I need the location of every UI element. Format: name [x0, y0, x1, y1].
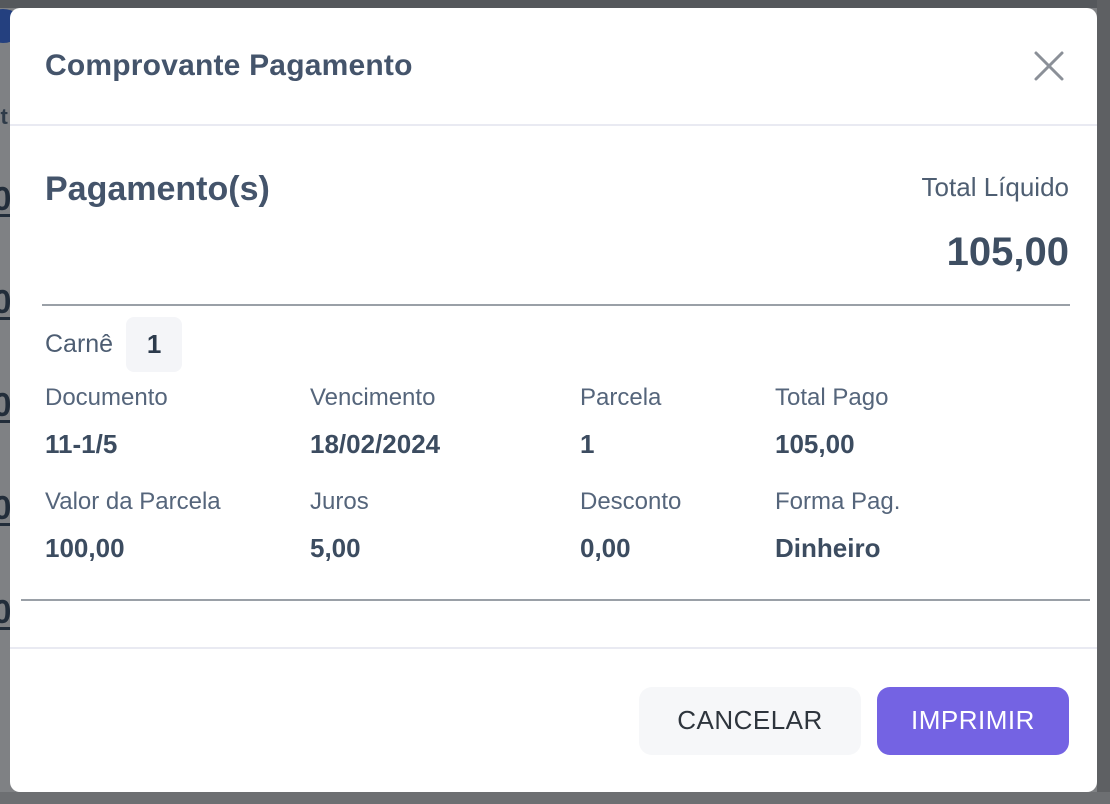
field-value: 11-1/5	[45, 429, 118, 459]
backdrop-top-strip	[0, 0, 1110, 8]
dialog-header: Comprovante Pagamento	[10, 8, 1097, 126]
background-number-fragment: 0	[0, 180, 12, 217]
background-text-fragment: nt	[0, 104, 8, 129]
dialog-footer: CANCELAR IMPRIMIR	[10, 647, 1097, 792]
background-number-fragment: 0	[0, 489, 12, 526]
field-label: Total Pago	[775, 384, 889, 411]
field-value: 100,00	[45, 533, 125, 563]
field-label: Juros	[310, 488, 369, 515]
field-parcela: Parcela 1	[580, 383, 775, 461]
payments-heading: Pagamento(s)	[45, 170, 270, 208]
field-value: 18/02/2024	[310, 429, 441, 459]
payments-section-header: Pagamento(s) Total Líquido	[10, 168, 1097, 210]
field-label: Forma Pag.	[775, 488, 901, 515]
background-number-fragment: 0	[0, 386, 12, 423]
carne-row: Carnê 1	[10, 317, 1097, 372]
payment-fields-row-2: Valor da Parcela 100,00 Juros 5,00 Desco…	[10, 487, 1097, 565]
field-value: 105,00	[775, 429, 855, 459]
section-divider	[42, 304, 1070, 306]
field-vencimento: Vencimento 18/02/2024	[310, 383, 580, 461]
footer-divider	[21, 599, 1090, 601]
field-forma-pag: Forma Pag. Dinheiro	[775, 487, 1069, 565]
carne-label: Carnê	[45, 330, 114, 358]
background-number-fragment: 0	[0, 593, 12, 630]
payment-fields-row-1: Documento 11-1/5 Vencimento 18/02/2024 P…	[10, 383, 1097, 461]
field-value: 1	[580, 429, 595, 459]
field-total-pago: Total Pago 105,00	[775, 383, 1069, 461]
field-label: Vencimento	[310, 384, 436, 411]
field-valor-parcela: Valor da Parcela 100,00	[45, 487, 310, 565]
field-label: Parcela	[580, 384, 662, 411]
total-liquido-label: Total Líquido	[921, 172, 1069, 202]
field-juros: Juros 5,00	[310, 487, 580, 565]
backdrop-bottom-strip	[0, 792, 1110, 804]
field-documento: Documento 11-1/5	[45, 383, 310, 461]
payment-receipt-dialog: Comprovante Pagamento Pagamento(s) Total…	[10, 8, 1097, 792]
total-liquido-value: 105,00	[946, 230, 1069, 274]
print-button[interactable]: IMPRIMIR	[877, 686, 1069, 755]
cancel-button[interactable]: CANCELAR	[639, 686, 861, 755]
field-desconto: Desconto 0,00	[580, 487, 775, 565]
backdrop-right-strip	[1097, 0, 1110, 804]
field-label: Desconto	[580, 488, 682, 515]
carne-number-badge: 1	[126, 317, 183, 372]
close-icon	[1034, 51, 1064, 81]
field-value: 0,00	[580, 533, 631, 563]
background-number-fragment: 0	[0, 283, 12, 320]
close-button[interactable]	[1026, 43, 1072, 89]
field-value: 5,00	[310, 533, 361, 563]
field-label: Valor da Parcela	[45, 488, 221, 515]
dialog-title: Comprovante Pagamento	[45, 49, 413, 82]
field-value: Dinheiro	[775, 533, 881, 563]
field-label: Documento	[45, 384, 168, 411]
